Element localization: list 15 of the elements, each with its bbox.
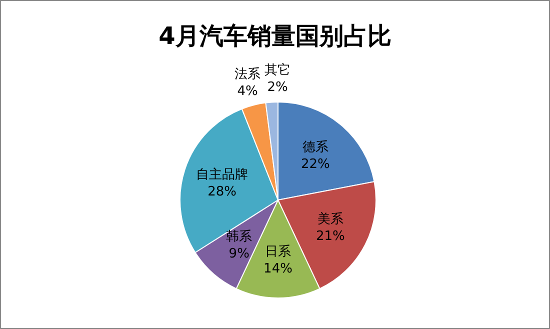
slice-label: 法系 xyxy=(234,66,261,82)
data-label: 21% xyxy=(316,229,345,244)
data-label: 4% xyxy=(237,84,258,99)
chart-title: 4月汽车销量国别占比 xyxy=(158,22,392,50)
data-label: 9% xyxy=(228,246,250,262)
slice-label: 德系 xyxy=(302,140,328,156)
slice-label: 日系 xyxy=(265,244,291,260)
slice-label: 其它 xyxy=(264,62,291,78)
slice-label: 自主品牌 xyxy=(196,166,248,182)
data-label: 2% xyxy=(267,80,288,96)
data-label: 22% xyxy=(301,157,330,172)
slice-label: 韩系 xyxy=(226,230,252,245)
data-label: 14% xyxy=(264,261,292,276)
data-label: 28% xyxy=(208,184,237,200)
slice-label: 美系 xyxy=(317,211,344,228)
